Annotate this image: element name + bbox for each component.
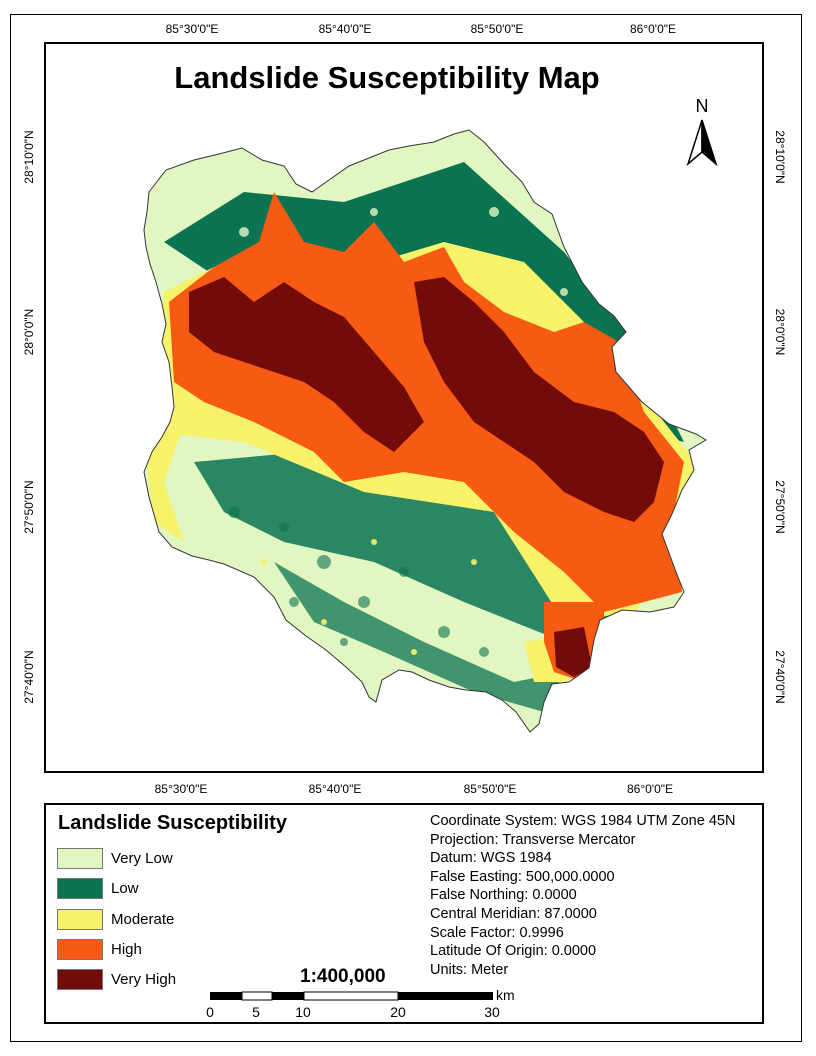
north-label: N [695, 96, 709, 116]
info-line: False Easting: 500,000.0000 [430, 868, 615, 885]
info-line: False Northing: 0.0000 [430, 887, 577, 904]
lon-tick-bottom: 85°50'0"E [463, 782, 517, 796]
legend-label: Very Low [111, 850, 173, 867]
info-line: Central Meridian: 87.0000 [430, 905, 597, 922]
info-line: Datum: WGS 1984 [430, 850, 552, 867]
lat-tick-left: 27°40'0"N [22, 650, 36, 704]
lon-tick-top: 85°40'0"E [318, 22, 372, 36]
lon-tick-bottom: 86°0'0"E [626, 782, 674, 796]
lon-tick-top: 85°30'0"E [165, 22, 219, 36]
scale-label: 20 [390, 1004, 406, 1020]
legend-label: Very High [111, 971, 177, 988]
lat-tick-right: 28°0'0"N [773, 308, 787, 356]
legend-swatch [57, 939, 103, 960]
page-border [10, 14, 802, 1042]
info-line: Projection: Transverse Mercator [430, 831, 636, 848]
lat-tick-right: 27°50'0"N [773, 480, 787, 534]
lat-tick-left: 28°10'0"N [22, 130, 36, 184]
legend-title: Landslide Susceptibility [58, 812, 287, 834]
info-line: Scale Factor: 0.9996 [430, 924, 564, 941]
susceptibility-map [143, 129, 707, 733]
info-line: Coordinate System: WGS 1984 UTM Zone 45N [430, 813, 736, 829]
north-arrow: N [684, 96, 720, 170]
scale-ratio: 1:400,000 [300, 966, 386, 987]
legend-label: Moderate [111, 911, 175, 928]
scale-label: 30 [484, 1004, 500, 1020]
info-line: Latitude Of Origin: 0.0000 [430, 943, 597, 960]
scale-bar [210, 991, 493, 1001]
lat-tick-left: 28°0'0"N [22, 308, 36, 356]
lon-tick-top: 85°50'0"E [470, 22, 524, 36]
lon-tick-top: 86°0'0"E [629, 22, 677, 36]
map-title: Landslide Susceptibility Map [174, 60, 600, 95]
scale-label: 5 [252, 1004, 260, 1020]
north-arrow-icon [686, 119, 718, 167]
legend-swatch [57, 848, 103, 869]
lat-tick-left: 27°50'0"N [22, 480, 36, 534]
legend-label: Low [111, 880, 139, 897]
legend-label: High [111, 941, 142, 958]
legend-swatch [57, 969, 103, 990]
lon-tick-bottom: 85°40'0"E [308, 782, 362, 796]
info-line: Units: Meter [430, 961, 509, 978]
lat-tick-right: 27°40'0"N [773, 650, 787, 704]
scale-unit: km [496, 987, 515, 1003]
legend-swatch [57, 909, 103, 930]
lat-tick-right: 28°10'0"N [773, 130, 787, 184]
legend-panel [44, 803, 764, 1024]
scale-label: 0 [206, 1004, 214, 1020]
lon-tick-bottom: 85°30'0"E [154, 782, 208, 796]
legend-swatch [57, 878, 103, 899]
projection-info: Coordinate System: WGS 1984 UTM Zone 45N… [430, 812, 735, 979]
scale-label: 10 [295, 1004, 311, 1020]
